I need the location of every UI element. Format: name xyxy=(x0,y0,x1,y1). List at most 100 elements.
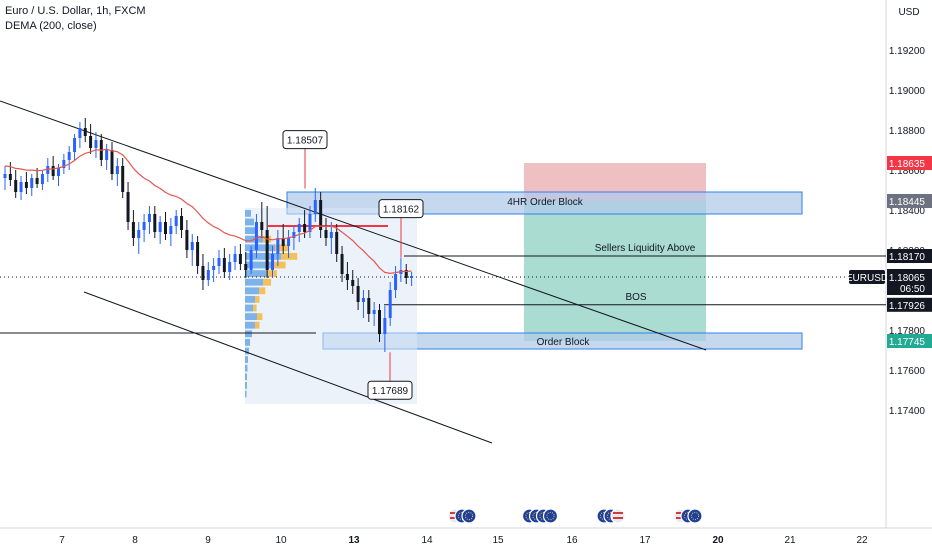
volume-bar xyxy=(267,270,277,277)
us-flag-stripe xyxy=(613,512,623,514)
candle-body xyxy=(249,250,253,270)
sellers-liquidity-label: Sellers Liquidity Above xyxy=(595,243,696,254)
candle-body xyxy=(356,286,360,302)
y-tick: 1.19200 xyxy=(889,46,926,57)
symbol-label: EURUSD xyxy=(846,273,888,284)
y-tick: 1.18400 xyxy=(889,206,926,217)
chart-title: Euro / U.S. Dollar, 1h, FXCM xyxy=(5,5,146,17)
candle-body xyxy=(185,230,189,250)
candle-body xyxy=(260,222,264,230)
bos-label: BOS xyxy=(625,292,646,303)
eu-flag-icon xyxy=(687,508,703,524)
price-tag-bg xyxy=(887,297,932,312)
events-group[interactable] xyxy=(596,508,626,524)
x-tick: 22 xyxy=(856,535,868,546)
volume-bar xyxy=(245,218,254,226)
candle-body xyxy=(73,138,77,152)
candle-body xyxy=(228,262,232,272)
volume-bar xyxy=(245,270,267,277)
candle-body xyxy=(404,270,408,278)
volume-bar xyxy=(245,287,259,295)
order-block-label: Order Block xyxy=(537,337,591,348)
volume-bar xyxy=(245,390,247,398)
callout-low: 1.17689 xyxy=(367,380,413,400)
events-group[interactable] xyxy=(673,508,703,524)
candle-body xyxy=(329,232,333,238)
volume-bar xyxy=(245,330,252,338)
candle-body xyxy=(24,182,28,188)
callout-low-label: 1.17689 xyxy=(372,386,409,397)
economic-events[interactable] xyxy=(447,508,703,524)
volume-bar xyxy=(245,253,281,260)
volume-bar xyxy=(245,347,249,355)
candle-body xyxy=(335,232,339,254)
eu-flag-icon xyxy=(542,508,559,524)
x-tick: 9 xyxy=(205,535,211,546)
candle-body xyxy=(147,214,151,222)
candle-body xyxy=(62,160,66,168)
candle-body xyxy=(297,224,301,232)
candle-body xyxy=(217,258,221,266)
candle-body xyxy=(254,222,258,250)
y-tick: 1.18800 xyxy=(889,126,926,137)
candle-body xyxy=(201,266,205,280)
events-group[interactable] xyxy=(521,508,559,524)
x-tick: 10 xyxy=(275,535,287,546)
candle-body xyxy=(67,152,71,160)
candle-body xyxy=(292,232,296,238)
callout-high: 1.18507 xyxy=(282,130,328,150)
candle-body xyxy=(313,200,317,214)
candle-body xyxy=(351,280,355,286)
channel-lower-trendline xyxy=(83,291,493,444)
candle-body xyxy=(383,318,387,334)
candle-body xyxy=(372,310,376,314)
candle-body xyxy=(78,128,82,138)
us-flag-stripe xyxy=(613,517,623,519)
price-tag-bg xyxy=(887,249,932,263)
candle-body xyxy=(303,224,307,232)
volume-bar xyxy=(255,321,260,329)
candle-body xyxy=(367,298,371,314)
y-tick: 1.18600 xyxy=(889,166,926,177)
candle-body xyxy=(271,254,274,270)
candle-body xyxy=(244,264,248,270)
volume-bar xyxy=(253,304,257,312)
volume-bar xyxy=(245,304,253,312)
volume-bar xyxy=(245,321,255,329)
volume-bar xyxy=(245,382,247,389)
candle-body xyxy=(196,242,200,266)
x-tick: 13 xyxy=(348,535,360,546)
candle-body xyxy=(137,230,141,238)
x-tick: 15 xyxy=(492,535,504,546)
x-tick: 7 xyxy=(59,535,65,546)
volume-bar xyxy=(263,278,272,286)
us-flag-stripe xyxy=(450,512,460,514)
zones-layer xyxy=(286,163,803,350)
volume-bar xyxy=(245,296,255,303)
candle-body xyxy=(46,166,50,174)
events-group[interactable] xyxy=(447,508,477,524)
eu-flag-stars xyxy=(546,511,555,521)
x-tick: 17 xyxy=(639,535,651,546)
volume-bar xyxy=(275,244,289,252)
x-axis-ticks: 7 8 9 10 13 14 15 16 17 20 21 22 xyxy=(59,535,868,546)
candle-body xyxy=(265,230,269,270)
callout-swing: 1.18162 xyxy=(378,199,424,219)
candle-body xyxy=(121,166,125,192)
price-tag-entry-label: 1.18445 xyxy=(889,197,926,208)
price-tag-stop-label: 1.18635 xyxy=(889,159,926,170)
volume-bar xyxy=(245,373,247,381)
indicator-label: DEMA (200, close) xyxy=(5,20,97,32)
eu-flag-icon xyxy=(461,508,477,524)
candles-layer xyxy=(3,118,414,352)
candle-body xyxy=(40,174,44,184)
price-tag-entry: 1.18445 xyxy=(887,194,932,208)
candle-body xyxy=(324,230,328,238)
x-tick: 8 xyxy=(132,535,138,546)
y-tick: 1.19000 xyxy=(889,86,926,97)
current-price-marker: EURUSD 1.18065 06:50 xyxy=(846,269,932,295)
candle-body xyxy=(281,238,285,246)
eu-flag-stars xyxy=(690,511,700,521)
volume-bar xyxy=(245,261,273,269)
